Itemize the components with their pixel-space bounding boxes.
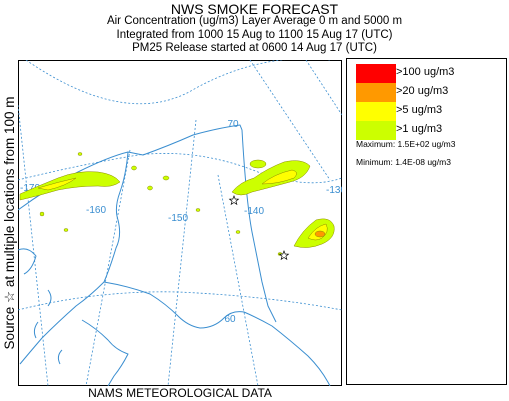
meridian-150	[167, 119, 197, 386]
grid-label-140: -140	[244, 206, 264, 217]
legend-item-5: >5 ug/m3	[356, 102, 506, 121]
maximum-value: Maximum: 1.5E+02 ug/m3	[356, 139, 456, 149]
legend-swatch	[356, 83, 396, 102]
legend-swatch	[356, 102, 396, 121]
meteorological-data-label: NAMS METEOROLOGICAL DATA	[88, 386, 272, 400]
grid-label-60: 60	[224, 314, 236, 325]
legend-label: >5 ug/m3	[396, 104, 443, 116]
smoke-patch	[63, 228, 69, 232]
smoke-patch	[162, 175, 170, 181]
smoke-patch	[249, 159, 267, 169]
lat-lon-grid	[18, 60, 342, 386]
meridian-120	[305, 60, 342, 116]
source-star-icon	[278, 250, 290, 261]
smoke-core-central	[261, 169, 297, 185]
smoke-patch	[39, 211, 45, 217]
grid-label-150: -150	[168, 213, 188, 224]
smoke-patch	[131, 165, 137, 171]
smoke-patch	[77, 152, 83, 156]
source-location-label: Source ☆ at multiple locations from 100 …	[2, 96, 17, 350]
legend-item-20: >20 ug/m3	[356, 83, 506, 102]
smoke-patch	[235, 230, 241, 234]
source-markers	[228, 195, 290, 261]
smoke-hotspot-east	[314, 230, 326, 238]
concentration-legend: >100 ug/m3 >20 ug/m3 >5 ug/m3 >1 ug/m3 M…	[346, 58, 507, 385]
grid-label-160: -160	[86, 205, 106, 216]
legend-swatch	[356, 121, 396, 140]
concentration-layer-line: Air Concentration (ug/m3) Layer Average …	[106, 15, 403, 27]
legend-swatch	[356, 64, 396, 83]
smoke-plumes	[19, 152, 335, 256]
meridian-170	[18, 104, 49, 386]
smoke-patch	[147, 185, 153, 191]
meridian-160	[85, 149, 131, 386]
release-start-line: PM25 Release started at 0600 14 Aug 17 (…	[132, 42, 377, 54]
grid-label-170: -170	[20, 183, 40, 194]
smoke-patch	[195, 208, 201, 212]
parallel-65	[18, 153, 342, 184]
grid-label-130: -130	[326, 185, 342, 196]
legend-label: >20 ug/m3	[396, 85, 449, 97]
meridian-130	[249, 60, 331, 181]
minimum-value: Minimum: 1.4E-08 ug/m3	[356, 157, 451, 167]
smoke-plume-west	[19, 171, 121, 201]
integration-period-line: Integrated from 1000 15 Aug to 1100 15 A…	[116, 29, 393, 41]
legend-item-100: >100 ug/m3	[356, 64, 506, 83]
map-border	[18, 60, 342, 386]
legend-label: >1 ug/m3	[396, 123, 443, 135]
source-star-icon	[228, 195, 240, 206]
forecast-title: NWS SMOKE FORECAST	[170, 1, 339, 17]
grid-label-70: 70	[227, 119, 239, 130]
legend-item-1: >1 ug/m3	[356, 121, 506, 140]
smoke-forecast-map: 70 -170 -160 -150 -140 -130 60	[18, 60, 342, 386]
legend-label: >100 ug/m3	[396, 66, 455, 78]
smoke-core-west	[37, 177, 77, 191]
